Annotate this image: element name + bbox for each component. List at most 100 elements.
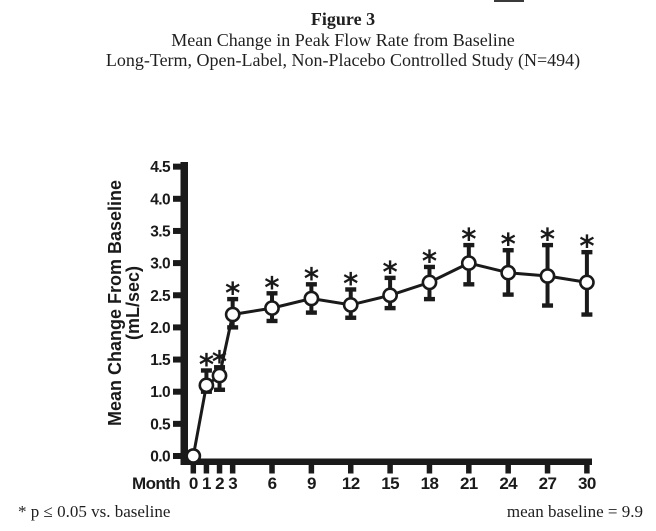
- data-points: [185, 255, 595, 464]
- significance-asterisk: *: [199, 348, 214, 382]
- figure-subtitle: Long-Term, Open-Label, Non-Placebo Contr…: [105, 50, 581, 70]
- error-bar-cap-top: [463, 242, 475, 248]
- data-point-month-2: [211, 367, 228, 384]
- data-point-month-9: [303, 290, 320, 307]
- y-tick: [173, 292, 181, 299]
- x-tick-label: 1: [202, 474, 211, 493]
- x-tick: [203, 465, 210, 474]
- error-bar-cap-top: [305, 282, 317, 287]
- error-bar-cap-bottom: [384, 305, 396, 311]
- x-tick-label: 9: [307, 474, 316, 493]
- x-tick: [544, 465, 551, 474]
- y-tick-label: 1.0: [150, 384, 170, 401]
- pvalue-footnote: * p ≤ 0.05 vs. baseline: [18, 502, 171, 521]
- error-bar-cap-top: [384, 275, 396, 281]
- y-tick-label: 2.0: [150, 320, 170, 337]
- y-axis-title-line2: (mL/sec): [123, 266, 143, 340]
- data-point-month-6: [264, 300, 280, 316]
- error-bar-cap-top: [423, 264, 435, 270]
- data-point-month-0: [185, 448, 202, 464]
- y-tick-label: 0.0: [150, 449, 170, 466]
- x-axis-line: [180, 458, 592, 465]
- x-tick: [190, 465, 197, 474]
- x-tick: [426, 465, 433, 474]
- y-tick: [173, 420, 181, 427]
- x-tick: [216, 465, 223, 474]
- significance-asterisk: *: [579, 229, 594, 263]
- error-bar-cap-bottom: [502, 292, 514, 297]
- y-tick-label: 0.5: [150, 416, 171, 433]
- y-tick-label: 4.5: [150, 159, 171, 176]
- figure-label: Figure 3: [310, 9, 376, 29]
- y-tick: [173, 356, 181, 363]
- error-bar-cap-bottom: [345, 315, 357, 320]
- y-axis-title-line1: Mean Change From Baseline: [105, 180, 125, 426]
- x-tick: [505, 465, 511, 474]
- y-tick: [173, 453, 181, 459]
- significance-asterisk: *: [304, 261, 319, 295]
- scan-artifact: [494, 0, 524, 2]
- y-tick-label: 3.5: [150, 223, 171, 240]
- x-tick: [308, 465, 315, 474]
- y-tick-label: 4.0: [150, 191, 170, 208]
- data-point-month-12: [342, 296, 359, 313]
- x-tick-label: 21: [460, 474, 478, 493]
- x-tick-label: 27: [539, 474, 557, 493]
- significance-markers: *** * * * * ** * * *: [199, 222, 595, 381]
- error-bar-cap-top: [227, 296, 239, 302]
- y-tick: [173, 195, 181, 202]
- axes: 0.00.51.01.52.02.53.03.54.04.50 1 2 3 6 9 12 15…: [105, 159, 596, 493]
- error-bar-cap-top: [581, 249, 593, 255]
- x-tick-label: 15: [381, 474, 399, 493]
- error-bar-cap-bottom: [463, 282, 475, 287]
- x-tick: [229, 465, 236, 474]
- x-tick: [347, 465, 354, 474]
- data-point-month-3: [224, 306, 241, 323]
- significance-asterisk: *: [212, 344, 227, 378]
- y-tick-label: 3.0: [150, 256, 170, 273]
- y-tick: [173, 163, 181, 170]
- significance-asterisk: *: [540, 222, 555, 256]
- x-tick: [466, 465, 472, 474]
- data-point-month-1: [198, 377, 215, 394]
- x-tick: [584, 465, 590, 474]
- y-axis-line: [180, 162, 188, 465]
- error-bar-cap-top: [200, 368, 212, 373]
- data-point-month-18: [421, 274, 438, 291]
- data-point-month-24: [500, 264, 517, 281]
- y-tick: [173, 227, 181, 234]
- x-tick-label: 18: [421, 474, 439, 493]
- significance-asterisk: *: [461, 222, 476, 256]
- x-tick-label: 3: [228, 474, 237, 493]
- x-axis-title: Month: [132, 474, 180, 493]
- x-tick-label: 2: [215, 474, 224, 493]
- data-point-month-21: [460, 255, 477, 271]
- significance-asterisk: *: [225, 276, 240, 310]
- significance-asterisk: *: [343, 267, 358, 301]
- mean-baseline-note: mean baseline = 9.9: [506, 502, 643, 521]
- error-bar-cap-top: [502, 248, 514, 253]
- figure-title: Mean Change in Peak Flow Rate from Basel…: [171, 29, 515, 50]
- y-tick: [173, 260, 181, 267]
- error-bar-cap-bottom: [581, 312, 593, 317]
- significance-asterisk: *: [501, 227, 516, 261]
- significance-asterisk: *: [383, 255, 398, 289]
- error-bar-cap-top: [542, 242, 554, 248]
- error-bar-cap-bottom: [305, 310, 317, 315]
- error-bar-cap-bottom: [266, 318, 278, 324]
- x-tick-label: 30: [578, 474, 596, 493]
- error-bar-cap-bottom: [423, 296, 435, 302]
- error-bar-cap-top: [214, 365, 226, 370]
- significance-asterisk: *: [422, 244, 437, 278]
- significance-asterisk: *: [264, 270, 279, 304]
- x-tick-label: 0: [189, 474, 198, 493]
- error-bar-cap-bottom: [227, 325, 239, 330]
- error-bar-cap-bottom: [542, 303, 554, 308]
- data-point-month-15: [382, 287, 398, 304]
- error-bar-cap-bottom: [214, 387, 226, 392]
- figure-header: Figure 3 Mean Change in Peak Flow Rate f…: [28, 9, 656, 71]
- y-tick-label: 1.5: [150, 352, 171, 369]
- y-tick: [173, 388, 181, 395]
